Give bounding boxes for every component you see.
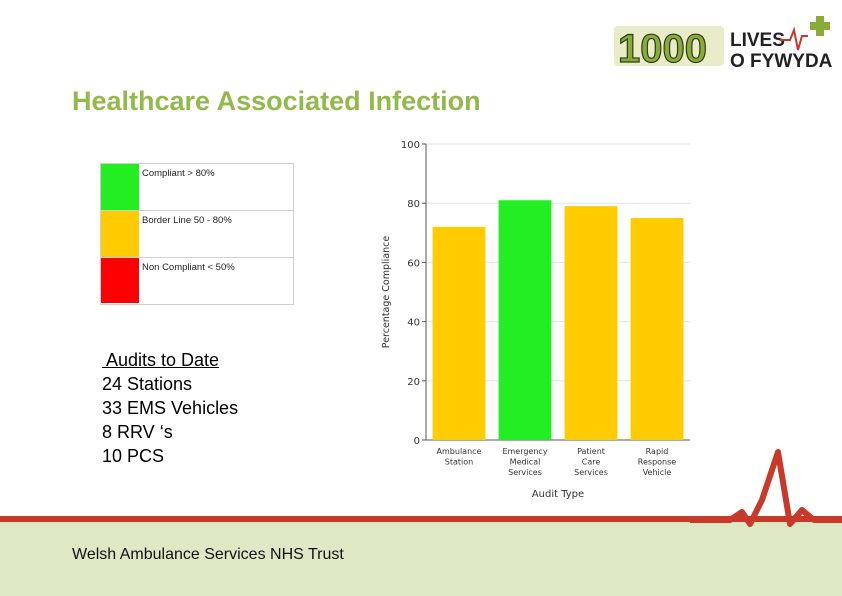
y-tick-label: 40 — [407, 318, 420, 329]
y-tick-label: 100 — [401, 140, 420, 151]
legend-label: Border Line 50 - 80% — [142, 215, 232, 226]
y-tick-label: 60 — [407, 258, 420, 269]
legend-label: Non Compliant < 50% — [142, 262, 235, 273]
x-tick-label: Response — [638, 458, 677, 467]
x-tick-label: Vehicle — [643, 468, 672, 477]
logo-plus-icon — [810, 16, 830, 36]
x-tick-label: Services — [574, 468, 608, 477]
page-title: Healthcare Associated Infection — [72, 86, 481, 116]
y-tick-label: 0 — [414, 436, 420, 447]
logo-heartbeat-icon — [780, 26, 808, 51]
x-tick-label: Ambulance — [437, 447, 482, 456]
ecg-trace-icon — [690, 449, 842, 527]
y-axis-label: Percentage Compliance — [381, 236, 392, 349]
legend-row-noncompliant: Non Compliant < 50% — [101, 258, 293, 303]
logo-line2: O FYWYDAU — [730, 51, 832, 72]
legend-swatch-green — [101, 164, 139, 210]
legend-swatch-amber — [101, 211, 139, 257]
audits-line: 24 Stations — [102, 374, 193, 394]
x-tick-label: Patient — [577, 447, 605, 456]
x-tick-label: Services — [508, 468, 542, 477]
logo-line1: LIVES — [730, 30, 785, 51]
y-tick-label: 20 — [407, 377, 420, 388]
x-tick-label: Medical — [510, 458, 541, 467]
footer-rule — [0, 516, 842, 522]
legend-swatch-red — [101, 258, 139, 303]
logo-badge — [614, 26, 724, 66]
compliance-bar-chart: 0 20 40 60 80 100 Ambulance Station Emergency Med… — [381, 140, 690, 500]
audits-summary: Audits to Date 24 Stations 33 EMS Vehicl… — [102, 348, 238, 468]
footer-band — [0, 520, 842, 596]
x-tick-label: Care — [582, 458, 601, 467]
x-tick-label: Station — [445, 458, 473, 467]
bar — [498, 200, 552, 440]
x-tick-label: Emergency — [502, 447, 547, 456]
x-tick-label: Rapid — [646, 447, 669, 456]
logo-number: 1000 — [618, 27, 707, 71]
legend-label: Compliant > 80% — [142, 168, 215, 179]
footer-text: Welsh Ambulance Services NHS Trust — [72, 546, 344, 563]
compliance-legend: Compliant > 80% Border Line 50 - 80% Non… — [100, 163, 294, 305]
x-axis-label: Audit Type — [532, 489, 584, 500]
bar — [564, 206, 618, 440]
y-tick-label: 80 — [407, 199, 420, 210]
legend-row-borderline: Border Line 50 - 80% — [101, 211, 293, 258]
audits-line: 33 EMS Vehicles — [102, 398, 239, 418]
legend-row-compliant: Compliant > 80% — [101, 164, 293, 211]
audits-line: 10 PCS — [102, 446, 165, 466]
bar — [432, 226, 486, 440]
bar — [630, 218, 684, 440]
audits-line: 8 RRV ‘s — [102, 422, 173, 442]
audits-heading: Audits to Date — [102, 350, 220, 370]
1000-lives-logo: 1000 LIVES O FYWYDAU — [614, 16, 832, 72]
